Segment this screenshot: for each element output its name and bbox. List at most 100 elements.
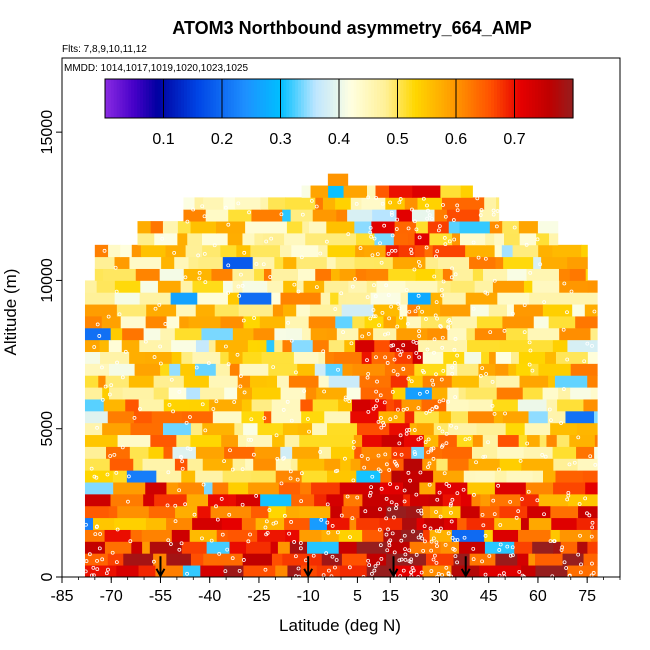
sample-point [269,236,274,241]
sample-point [377,527,382,532]
heatmap-cell [180,363,196,376]
sample-point [588,454,593,459]
heatmap-cell [182,565,201,577]
sample-point [157,302,162,307]
colorbar-cell [403,79,407,118]
heatmap-cell [94,256,116,269]
sample-point [421,548,426,553]
heatmap-cell [431,387,448,400]
sample-point [179,454,183,459]
colorbar-cell [157,79,162,118]
heatmap-cell [308,316,336,329]
heatmap-cell [114,517,147,530]
heatmap-cell [330,434,355,447]
sample-point [522,303,527,307]
colorbar-cell [172,79,176,118]
colorbar-cell [189,79,194,118]
heatmap-cell [200,565,225,577]
heatmap-cell [384,363,415,376]
sample-point [261,262,266,267]
heatmap-cell [452,232,461,246]
heatmap-cell [496,197,500,210]
sample-point [166,470,171,475]
sample-point [431,457,436,461]
heatmap-cell [518,434,528,447]
heatmap-cell [109,363,136,376]
heatmap-cell [543,470,557,483]
heatmap-cell [227,292,240,305]
sample-point [375,252,380,257]
heatmap-cell [470,304,490,317]
heatmap-cell [350,197,363,210]
x-tick-label: 15 [381,588,399,605]
heatmap-cell [335,197,352,210]
sample-point [454,425,459,430]
heatmap-cell [565,410,595,424]
sample-point [471,240,476,245]
sample-point [440,429,445,434]
colorbar-cell [251,79,255,118]
sample-point [508,553,513,558]
sample-point [441,368,446,373]
colorbar-cell [555,79,559,118]
heatmap-cell [202,458,234,471]
sample-point [510,545,515,550]
sample-point [298,546,303,551]
heatmap-cell [394,399,403,412]
heatmap-cell [138,399,165,412]
heatmap-cell [277,375,290,388]
sample-point [452,361,457,365]
heatmap-cell [339,268,357,281]
heatmap-cell [292,446,320,459]
heatmap-cell [424,244,434,258]
sample-point [449,510,453,515]
heatmap-cell [257,422,284,436]
heatmap-cell [285,316,310,329]
sample-point [212,243,217,248]
heatmap-cell [356,232,376,246]
sample-point [314,285,319,290]
heatmap-cell [484,529,494,542]
colorbar-cell [499,79,504,118]
heatmap-cell [472,434,484,447]
heatmap-cell [495,351,512,364]
heatmap-cell [254,232,264,246]
heatmap-cell [576,422,598,436]
sample-point [417,329,421,334]
colorbar-cell [532,79,536,118]
sample-point [249,437,254,442]
heatmap-cell [140,244,167,258]
heatmap-cell [423,446,443,459]
sample-point [562,281,567,286]
heatmap-cell [241,399,253,412]
sample-point [374,355,378,360]
sample-point [438,526,443,531]
heatmap-cell [482,434,499,447]
sample-point [158,344,163,349]
sample-point [93,532,98,536]
sample-point [550,574,555,577]
sample-point [299,255,304,260]
colorbar-cell [283,79,287,118]
heatmap-cell [499,505,528,519]
heatmap-cell [270,541,279,554]
sample-point [194,365,199,370]
heatmap-cell [186,493,209,507]
heatmap-cell [190,221,217,234]
sample-point [200,402,205,407]
heatmap-cell [242,232,256,246]
heatmap-cell [478,375,497,388]
colorbar-tick-label: 0.4 [328,131,350,148]
sample-point [238,384,243,389]
sample-point [242,250,247,255]
heatmap-cell [94,244,109,258]
colorbar-cell [178,79,182,118]
sample-point [379,556,384,561]
sample-point [432,350,436,355]
heatmap-cell [161,256,175,269]
sample-point [417,391,422,396]
sample-point [380,201,385,206]
heatmap-cell [84,446,107,459]
heatmap-cell [405,505,423,519]
heatmap-cell [84,351,101,364]
